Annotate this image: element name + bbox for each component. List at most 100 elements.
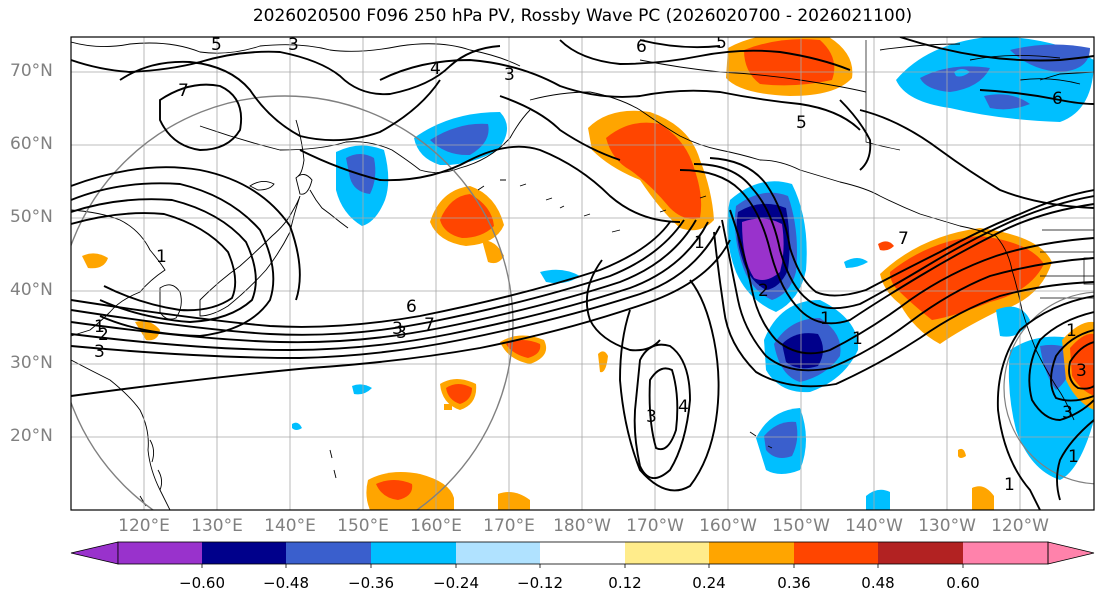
contour-label: 5 [716, 33, 727, 53]
contour-label: 5 [796, 113, 807, 133]
colorbar-outline [117, 541, 1049, 565]
colorbar-tick-label: 0.12 [608, 574, 642, 592]
lon-label: 140°E [264, 516, 316, 536]
contour-label: 1 [1066, 321, 1077, 341]
colorbar-tick-label: 0.24 [692, 574, 726, 592]
shade-negative [430, 123, 489, 156]
lat-label: 20°N [10, 426, 53, 446]
colorbar-extend-low [70, 541, 119, 565]
colorbar-segment [286, 542, 371, 564]
lon-label: 180°W [553, 516, 611, 536]
contour-label: 1 [1068, 447, 1079, 467]
contour-label: 3 [504, 65, 515, 85]
contour-label: 2 [98, 325, 109, 345]
lat-label: 60°N [10, 134, 53, 154]
colorbar-segment [794, 542, 878, 564]
map-frame [70, 36, 1095, 511]
contour-label: 1 [94, 317, 105, 337]
shade-negative [984, 94, 1030, 110]
shade-negative [844, 258, 868, 268]
contour-label: 6 [636, 37, 647, 57]
colorbar-segment [709, 542, 794, 564]
shade-negative [292, 422, 302, 430]
colorbar-extend-high [1047, 541, 1095, 565]
contour-label: 1 [1004, 475, 1015, 495]
map-title: 2026020500 F096 250 hPa PV, Rossby Wave … [252, 6, 913, 26]
contour-label: 6 [1052, 89, 1063, 109]
shade-positive [440, 194, 494, 238]
reference-circle [71, 95, 514, 510]
colorbar-tick-label: −0.48 [263, 574, 309, 592]
shade-positive [1070, 333, 1094, 396]
shade-positive [506, 340, 541, 358]
colorbar-segment [540, 542, 625, 564]
contour-label: 3 [288, 35, 299, 55]
contour-label: 1 [820, 309, 831, 329]
shade-negative [1010, 44, 1090, 72]
shade-negative [764, 421, 798, 458]
lat-label: 40°N [10, 280, 53, 300]
colorbar-segment [118, 542, 202, 564]
lon-label: 150°W [772, 516, 830, 536]
colorbar-segment [878, 542, 963, 564]
colorbar-tick-label: 0.36 [777, 574, 811, 592]
lon-label: 130°E [191, 516, 243, 536]
shade-positive [958, 448, 966, 458]
shade-negative [352, 384, 372, 395]
shade-positive [498, 492, 530, 510]
contour-label: 7 [424, 315, 435, 335]
lat-label: 70°N [10, 61, 53, 81]
shade-positive [598, 351, 608, 373]
shade-positive [82, 253, 108, 269]
lon-label: 170°E [483, 516, 535, 536]
colorbar-segment [371, 542, 456, 564]
contour-label: 3 [94, 342, 105, 362]
contour-label: 3 [392, 319, 403, 339]
contour-label: 1 [694, 233, 705, 253]
colorbar-segment [202, 542, 286, 564]
lat-label: 50°N [10, 207, 53, 227]
colorbar-tick-label: 0.60 [946, 574, 980, 592]
colorbar-segment [625, 542, 709, 564]
contour-label: 3 [646, 407, 657, 427]
lon-label: 140°W [845, 516, 903, 536]
contour-label: 3 [396, 323, 407, 343]
colorbar-tick-label: −0.60 [179, 574, 225, 592]
shade-positive [972, 486, 994, 510]
shade-negative [782, 333, 823, 369]
lon-label: 160°E [410, 516, 462, 536]
lon-label: 130°W [918, 516, 976, 536]
reference-circle [1003, 291, 1094, 485]
lon-label: 160°W [699, 516, 757, 536]
contour-label: 5 [211, 35, 222, 55]
shade-positive [446, 384, 472, 404]
contour-label: 1 [156, 247, 167, 267]
shade-negative [954, 69, 970, 77]
contour-label: 1 [852, 329, 863, 349]
contour-label: 7 [178, 81, 189, 101]
contour-label: 3 [1062, 403, 1073, 423]
shade-negative [866, 489, 890, 510]
pv-contours [71, 37, 1094, 510]
shade-positive [482, 240, 504, 264]
shade-negative [742, 218, 784, 280]
shade-positive [878, 241, 894, 251]
colorbar [70, 541, 1095, 568]
colorbar-tick-label: −0.12 [517, 574, 563, 592]
colorbar-tick-label: 0.48 [861, 574, 895, 592]
shade-positive [444, 404, 452, 410]
lon-label: 120°W [991, 516, 1049, 536]
contour-label: 2 [758, 281, 769, 301]
lon-label: 150°E [337, 516, 389, 536]
shade-negative [920, 66, 990, 92]
colorbar-segment [456, 542, 540, 564]
contour-label: 7 [898, 229, 909, 249]
colorbar-tick-label: −0.24 [433, 574, 479, 592]
lat-label: 30°N [10, 353, 53, 373]
contour-label: 4 [678, 397, 689, 417]
graticule [71, 37, 1094, 510]
colorbar-tick-label: −0.36 [348, 574, 394, 592]
shade-positive [376, 480, 413, 500]
lon-label: 120°E [118, 516, 170, 536]
